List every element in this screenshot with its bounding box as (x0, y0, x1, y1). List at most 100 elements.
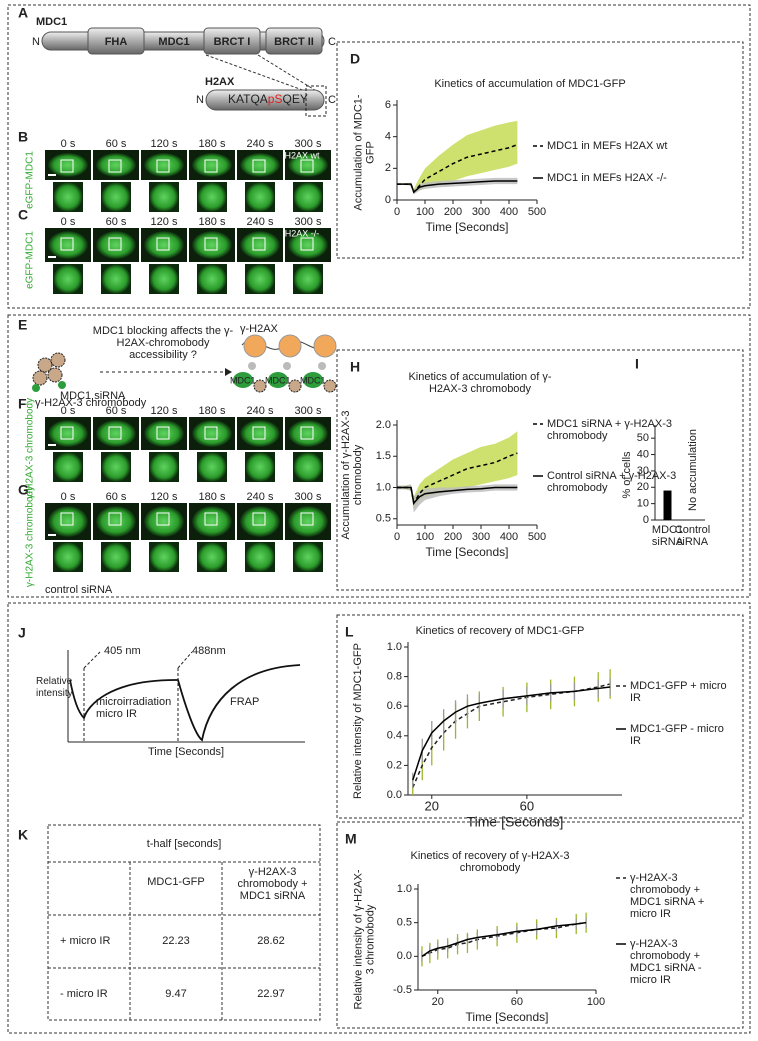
time-label: 0 s (61, 216, 76, 228)
inset (149, 452, 179, 482)
x-tick-label: 60 (520, 798, 534, 813)
x-axis-label: Time [Seconds] (426, 220, 509, 234)
x-tick-label: 100 (587, 996, 605, 1008)
panel-label: G (18, 482, 29, 498)
cell (48, 153, 88, 177)
time-label: 120 s (151, 491, 178, 503)
x-tick-label-box: Control siRNA (674, 524, 711, 548)
panel-label: B (18, 129, 28, 145)
section-box (7, 602, 751, 1034)
legend-label-box: Control siRNA + γ-H2AX-3 chromobody (547, 470, 676, 494)
inset (197, 264, 227, 294)
time-label: 60 s (106, 216, 127, 228)
error-band (397, 484, 518, 513)
panel-box (336, 41, 744, 259)
inset (101, 452, 131, 482)
y-axis-label: % of cells (621, 451, 633, 499)
x-tick-label: 100 (416, 206, 434, 218)
y-axis-label-box: Accumulation of γ-H2AX-3 chromobody (340, 411, 364, 540)
tag: H2AX -/- (285, 228, 320, 238)
connector (205, 54, 309, 93)
inset (53, 452, 83, 482)
x-tick-label: 200 (444, 531, 462, 543)
roi (300, 237, 314, 251)
y-tick-label: 40 (637, 448, 649, 460)
y-axis-label-box: Relative intensity of MDC1-GFP (352, 643, 364, 799)
chart-title: Kinetics of recovery of γ-H2AX-3 chromob… (410, 850, 570, 874)
y-axis-label: Relative intensity of MDC1-GFP (352, 643, 364, 799)
y-tick-label: 10 (637, 498, 649, 510)
x-tick-label: 500 (528, 206, 546, 218)
domain-label: BRCT II (274, 36, 314, 48)
cell (48, 506, 88, 537)
protein-name: H2AX (205, 76, 235, 88)
x-tick-label: 20 (432, 996, 444, 1008)
y-tick-label: 1.5 (376, 450, 391, 462)
legend-label-box: γ-H2AX-3 chromobody + MDC1 siRNA - micro… (630, 938, 702, 986)
probe-label: γ-H2AX-3 chromobody (35, 397, 147, 409)
terminus: C (328, 94, 336, 106)
panel-label: A (18, 5, 28, 21)
chart-title: Kinetics of recovery of MDC1-GFP (415, 625, 585, 637)
y-tick-label: 0.4 (387, 730, 402, 742)
roi (60, 159, 74, 173)
y-tick-label: 0.0 (397, 950, 412, 962)
terminus: C (328, 36, 336, 48)
y-tick-label: 30 (637, 465, 649, 477)
tag: H2AX wt (284, 150, 320, 160)
inset (53, 264, 83, 294)
time-label: 0 s (61, 491, 76, 503)
time-label: 180 s (199, 138, 226, 150)
legend-label: MDC1-GFP + micro IR (630, 680, 727, 704)
time-label: 180 s (199, 216, 226, 228)
y-tick-label: 0 (385, 194, 391, 206)
inset (245, 542, 275, 572)
y-tick-label: 0.8 (387, 671, 402, 683)
section-box (7, 4, 751, 309)
x-tick-label: 400 (500, 531, 518, 543)
panel-label: J (18, 625, 26, 641)
cell (288, 231, 328, 259)
panel-label: D (350, 51, 360, 67)
x-tick-label: MDC1 siRNA (651, 524, 684, 548)
roi (156, 426, 170, 440)
table-cell: 22.23 (162, 935, 190, 947)
scale-bar (48, 534, 56, 536)
roi (156, 512, 170, 526)
time-label: 300 s (295, 491, 322, 503)
table-border (47, 824, 321, 1021)
phase-label-box: microirradiation micro IR (96, 696, 171, 720)
roi (252, 426, 266, 440)
inset (245, 452, 275, 482)
cell (144, 506, 184, 537)
x-tick-label: Control siRNA (674, 524, 711, 548)
y-axis-label: Relative intensity (36, 676, 73, 699)
inset (101, 542, 131, 572)
legend-label: MDC1 in MEFs H2AX wt (547, 140, 668, 152)
time-label: 120 s (151, 138, 178, 150)
roi (156, 237, 170, 251)
roi (252, 237, 266, 251)
inset (197, 182, 227, 212)
cell (240, 506, 280, 537)
y-tick-label: 1.0 (376, 481, 391, 493)
column-header: MDC1-GFP (147, 876, 204, 888)
domain (265, 27, 323, 55)
inset (53, 542, 83, 572)
x-axis-label: Time [Seconds] (466, 1010, 549, 1024)
panel-label: I (635, 356, 639, 372)
panel-box (336, 349, 744, 591)
time-label: 60 s (106, 138, 127, 150)
protein-name: MDC1 (36, 16, 67, 28)
y-tick-label: 6 (385, 99, 391, 111)
condition: control siRNA (45, 584, 113, 596)
legend-label-box: γ-H2AX-3 chromobody + MDC1 siRNA + micro… (630, 872, 704, 920)
laser-label: 405 nm (104, 645, 141, 657)
nucleosomes (233, 334, 337, 393)
series-line (397, 180, 518, 194)
table-cell: 22.97 (257, 988, 285, 1000)
roi (252, 159, 266, 173)
binder-label: MDC1 (265, 375, 291, 385)
inset (245, 182, 275, 212)
legend-label: MDC1 siRNA + γ-H2AX-3 chromobody (547, 418, 673, 442)
